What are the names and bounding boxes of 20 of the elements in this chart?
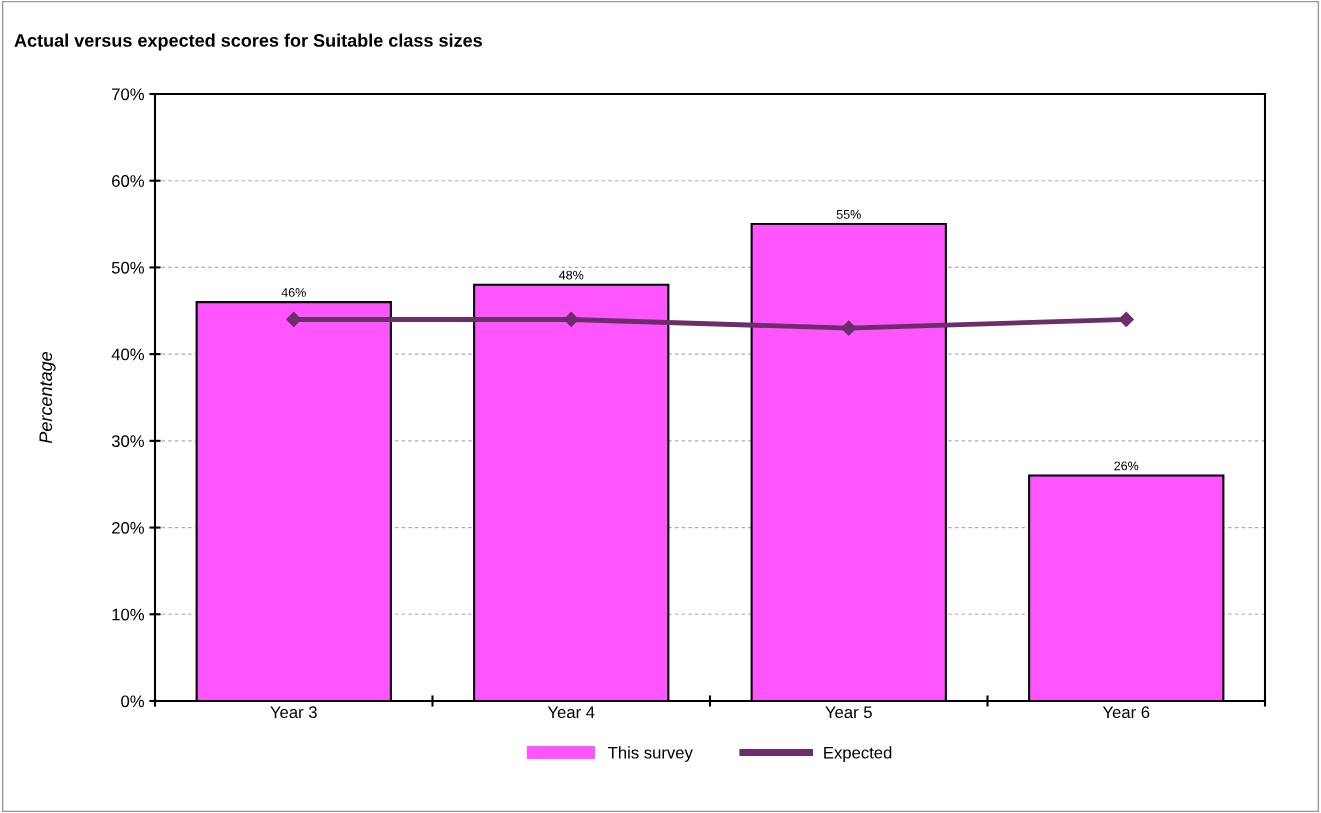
y-tick-label: 60% bbox=[112, 175, 144, 187]
x-tick-label: Year 5 bbox=[825, 706, 872, 719]
data-label: 48% bbox=[559, 270, 584, 280]
y-tick-label: 30% bbox=[111, 435, 144, 448]
data-label: 55% bbox=[836, 210, 861, 219]
x-tick-label: Year 4 bbox=[547, 706, 595, 719]
y-tick-label: 40% bbox=[111, 348, 144, 361]
y-tick-label: 20% bbox=[112, 521, 144, 534]
y-tick-label: 10% bbox=[112, 608, 144, 621]
y-tick-label: 70% bbox=[112, 88, 144, 101]
y-tick-label: 50% bbox=[111, 261, 144, 274]
data-label: 26% bbox=[1114, 461, 1139, 471]
legend-label: Expected bbox=[824, 746, 892, 762]
legend-label: This survey bbox=[608, 746, 693, 762]
x-tick-label: Year 6 bbox=[1102, 706, 1150, 719]
y-tick-label: 0% bbox=[121, 695, 144, 708]
x-tick-label: Year 3 bbox=[270, 706, 317, 719]
data-label: 46% bbox=[281, 288, 306, 297]
y-axis-title: Percentage bbox=[39, 351, 56, 444]
chart-title: Actual versus expected scores for Suitable class sizes bbox=[14, 33, 482, 51]
